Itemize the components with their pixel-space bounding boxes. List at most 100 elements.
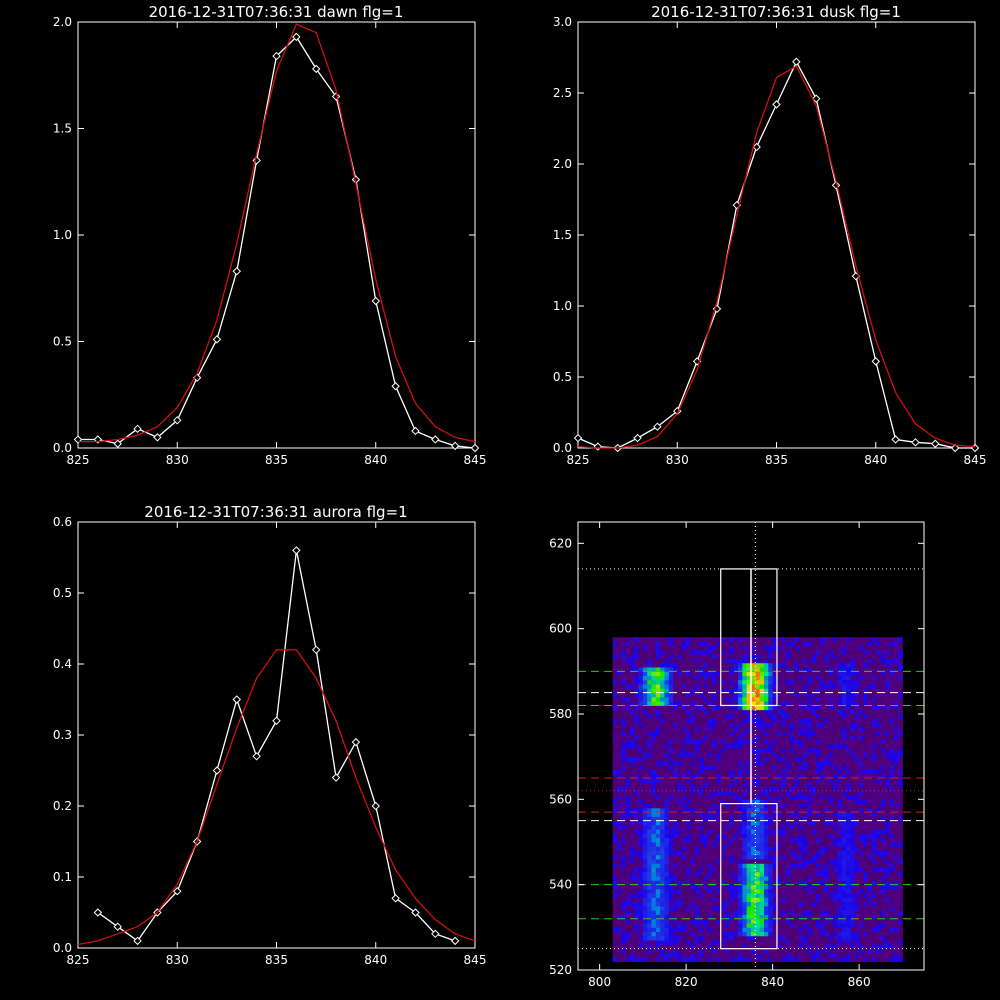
heatmap-cell — [647, 952, 652, 958]
heatmap-cell — [854, 692, 860, 698]
heatmap-cell — [867, 641, 873, 647]
heatmap-cell — [776, 778, 782, 783]
heatmap-cell — [694, 718, 700, 723]
heatmap-cell — [798, 952, 804, 958]
heatmap-cell — [859, 935, 864, 941]
heatmap-cell — [738, 731, 743, 736]
heatmap-cell — [867, 803, 873, 809]
heatmap-cell — [673, 692, 678, 698]
heatmap-cell — [699, 918, 704, 924]
heatmap-cell — [807, 650, 812, 655]
heatmap-cell — [854, 957, 860, 962]
heatmap-cell — [811, 748, 817, 753]
heatmap-cell — [751, 829, 756, 834]
heatmap-cell — [647, 888, 652, 894]
heatmap-cell — [725, 863, 730, 868]
heatmap-cell — [746, 884, 752, 890]
heatmap-cell — [759, 662, 765, 668]
heatmap-cell — [651, 705, 657, 711]
heatmap-cell — [625, 675, 631, 681]
heatmap-cell — [755, 927, 761, 932]
heatmap-cell — [664, 654, 670, 659]
heatmap-cell — [768, 735, 774, 740]
heatmap-cell — [751, 837, 756, 843]
heatmap-cell — [798, 816, 804, 822]
heatmap-cell — [751, 957, 756, 962]
heatmap-cell — [694, 880, 700, 886]
heatmap-cell — [824, 705, 830, 711]
heatmap-cell — [681, 837, 687, 843]
heatmap-cell — [668, 910, 674, 915]
heatmap-cell — [677, 940, 683, 945]
heatmap-cell — [720, 910, 726, 915]
heatmap-cell — [768, 876, 774, 881]
heatmap-cell — [755, 935, 761, 941]
heatmap-cell — [781, 837, 786, 843]
heatmap-cell — [742, 679, 748, 685]
heatmap-cell — [703, 769, 709, 775]
heatmap-cell — [621, 778, 626, 783]
heatmap-cell — [725, 824, 730, 830]
heatmap-cell — [850, 778, 856, 783]
heatmap-cell — [638, 863, 644, 868]
heatmap-cell — [846, 880, 851, 886]
heatmap-cell — [725, 718, 730, 723]
heatmap-cell — [647, 718, 652, 723]
heatmap-cell — [725, 769, 730, 775]
heatmap-cell — [690, 948, 696, 954]
heatmap-cell — [612, 876, 618, 881]
heatmap-cell — [733, 641, 739, 647]
heatmap-cell — [807, 688, 812, 694]
heatmap-cell — [629, 701, 635, 706]
heatmap-cell — [746, 829, 752, 834]
heatmap-cell — [798, 948, 804, 954]
heatmap-cell — [664, 650, 670, 655]
heatmap-cell — [876, 769, 882, 775]
heatmap-cell — [859, 888, 864, 894]
heatmap-cell — [789, 650, 795, 655]
heatmap-cell — [854, 671, 860, 676]
heatmap-cell — [815, 923, 821, 928]
heatmap-cell — [629, 654, 635, 659]
heatmap-cell — [798, 910, 804, 915]
heatmap-cell — [655, 948, 661, 954]
heatmap-cell — [763, 709, 769, 715]
heatmap-cell — [651, 837, 657, 843]
heatmap-cell — [668, 944, 674, 950]
heatmap-cell — [712, 867, 717, 873]
heatmap-cell — [876, 696, 882, 702]
heatmap-cell — [833, 940, 838, 945]
heatmap-cell — [867, 846, 873, 851]
heatmap-cell — [616, 918, 622, 924]
heatmap-cell — [673, 833, 678, 839]
heatmap-cell — [742, 731, 748, 736]
heatmap-cell — [772, 760, 778, 766]
heatmap-cell — [811, 735, 817, 740]
heatmap-cell — [642, 675, 648, 681]
heatmap-cell — [802, 790, 808, 796]
heatmap-cell — [880, 927, 886, 932]
heatmap-cell — [720, 782, 726, 787]
plot-title: 2016-12-31T07:36:31 aurora flg=1 — [144, 503, 407, 521]
heatmap-cell — [872, 888, 877, 894]
heatmap-cell — [820, 778, 825, 783]
heatmap-cell — [655, 705, 661, 711]
heatmap-cell — [642, 650, 648, 655]
heatmap-cell — [668, 709, 674, 715]
heatmap-cell — [781, 786, 786, 792]
heatmap-cell — [681, 756, 687, 762]
heatmap-cell — [660, 897, 665, 903]
heatmap-cell — [612, 722, 618, 728]
heatmap-cell — [746, 948, 752, 954]
heatmap-cell — [841, 778, 847, 783]
heatmap-cell — [725, 735, 730, 740]
heatmap-cell — [789, 679, 795, 685]
heatmap-cell — [755, 901, 761, 907]
heatmap-cell — [677, 743, 683, 749]
heatmap-cell — [837, 948, 843, 954]
heatmap-cell — [677, 927, 683, 932]
heatmap-cell — [647, 829, 652, 834]
heatmap-cell — [638, 927, 644, 932]
heatmap-cell — [768, 654, 774, 659]
heatmap-cell — [807, 837, 812, 843]
